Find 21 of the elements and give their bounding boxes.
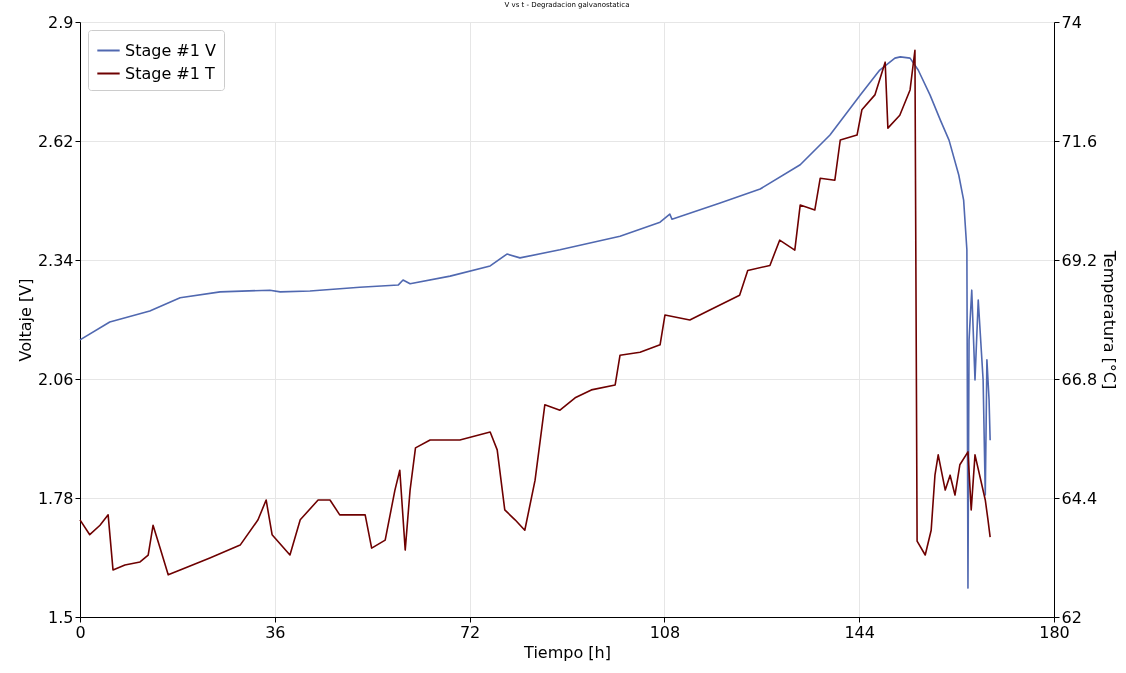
y-tick-label: 1.78	[37, 488, 74, 508]
y2-tick-label: 64.4	[1061, 488, 1098, 508]
x-tick-label: 144	[844, 622, 875, 642]
y-tick-label: 1.5	[48, 607, 74, 627]
legend-label: Stage #1 T	[125, 63, 215, 83]
x-axis-title: Tiempo [h]	[523, 642, 611, 662]
y-axis-title: Voltaje [V]	[15, 278, 35, 362]
x-tick-label: 0	[75, 622, 86, 642]
y2-axis-title: Temperatura [°C]	[1100, 249, 1120, 390]
y2-tick-label: 74	[1061, 12, 1082, 32]
y2-tick-label: 69.2	[1061, 250, 1098, 270]
y-tick-label: 2.62	[37, 131, 74, 151]
y-tick-label: 2.06	[37, 369, 74, 389]
legend-label: Stage #1 V	[125, 40, 216, 60]
x-tick-label: 36	[265, 622, 286, 642]
y-tick-label: 2.9	[48, 12, 74, 32]
x-tick-label: 72	[459, 622, 481, 642]
x-tick-label: 108	[649, 622, 681, 642]
y2-tick-label: 71.6	[1061, 131, 1098, 151]
y-tick-label: 2.34	[37, 250, 74, 270]
y2-tick-label: 66.8	[1061, 369, 1098, 389]
